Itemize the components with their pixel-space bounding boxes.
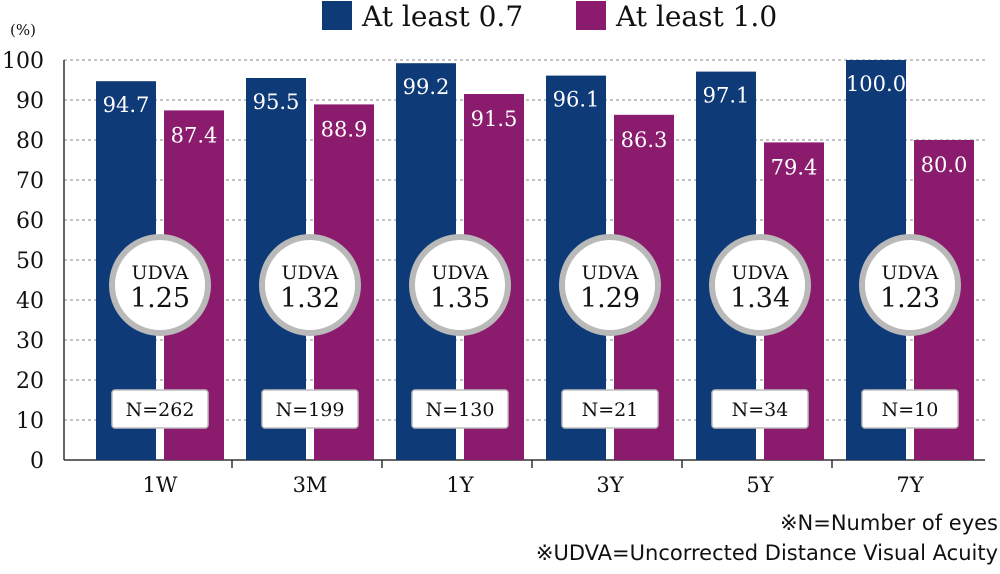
udva-value: 1.29 <box>580 283 640 314</box>
y-tick-label: 70 <box>16 169 44 194</box>
value-label: 79.4 <box>771 155 818 179</box>
axes: 0 10 20 30 40 50 60 70 80 90 100 (%) <box>2 21 985 474</box>
footnote-udva: ※UDVA=Uncorrected Distance Visual Acuity <box>535 541 998 565</box>
n-label-box <box>411 389 509 429</box>
x-tick-label: 1Y <box>446 473 474 497</box>
n-label-box <box>261 389 359 429</box>
y-tick-label: 100 <box>2 49 44 74</box>
x-tick-label: 5Y <box>746 473 774 497</box>
y-tick-label: 60 <box>16 209 44 234</box>
udva-label: UDVA <box>281 262 338 284</box>
y-unit-label: (%) <box>10 21 36 39</box>
x-tick-label: 7Y <box>896 473 924 497</box>
udva-value: 1.32 <box>280 283 340 314</box>
udva-value: 1.34 <box>730 283 790 314</box>
udva-label: UDVA <box>581 262 638 284</box>
n-label-box <box>861 389 959 429</box>
n-label: N=262 <box>126 399 195 421</box>
n-label-box <box>561 389 659 429</box>
x-tick-label: 1W <box>143 473 178 497</box>
n-label-box <box>711 389 809 429</box>
udva-circle <box>709 234 811 336</box>
y-tick-label: 80 <box>16 129 44 154</box>
n-label: N=21 <box>582 399 639 421</box>
value-label: 94.7 <box>103 93 150 117</box>
value-label: 87.4 <box>171 123 218 147</box>
y-tick-label: 10 <box>16 409 44 434</box>
y-tick-label: 0 <box>30 449 44 474</box>
legend-swatch <box>322 1 352 30</box>
udva-label: UDVA <box>881 262 938 284</box>
n-label-box <box>111 389 209 429</box>
footnote-n: ※N=Number of eyes <box>779 511 998 535</box>
n-label: N=130 <box>426 399 495 421</box>
value-label: 100.0 <box>846 72 906 96</box>
n-label: N=199 <box>276 399 345 421</box>
udva-circle <box>259 234 361 336</box>
udva-value: 1.35 <box>430 283 490 314</box>
value-label: 99.2 <box>403 75 450 99</box>
y-tick-label: 40 <box>16 289 44 314</box>
udva-value: 1.25 <box>130 283 190 314</box>
y-tick-label: 20 <box>16 369 44 394</box>
y-tick-label: 90 <box>16 89 44 114</box>
udva-circle <box>409 234 511 336</box>
value-label: 96.1 <box>553 88 600 112</box>
value-label: 88.9 <box>321 117 368 141</box>
value-label: 97.1 <box>703 84 750 108</box>
udva-value: 1.23 <box>880 283 940 314</box>
udva-circle <box>109 234 211 336</box>
udva-label: UDVA <box>431 262 488 284</box>
legend-label: At least 0.7 <box>361 0 523 33</box>
value-label: 91.5 <box>471 107 518 131</box>
x-tick-label: 3Y <box>596 473 624 497</box>
udva-label: UDVA <box>131 262 188 284</box>
n-label: N=34 <box>732 399 789 421</box>
value-label: 86.3 <box>621 128 668 152</box>
udva-circle <box>559 234 661 336</box>
udva-circle <box>859 234 961 336</box>
legend-swatch <box>576 1 606 30</box>
value-label: 95.5 <box>253 90 300 114</box>
value-label: 80.0 <box>921 153 968 177</box>
legend: At least 0.7 At least 1.0 <box>322 0 777 33</box>
y-tick-label: 50 <box>16 249 44 274</box>
data-labels: 94.787.41WUDVA1.25N=26295.588.93MUDVA1.3… <box>103 72 968 497</box>
x-tick-label: 3M <box>293 473 328 497</box>
y-tick-label: 30 <box>16 329 44 354</box>
n-label: N=10 <box>882 399 939 421</box>
udva-label: UDVA <box>731 262 788 284</box>
legend-label: At least 1.0 <box>615 0 777 33</box>
